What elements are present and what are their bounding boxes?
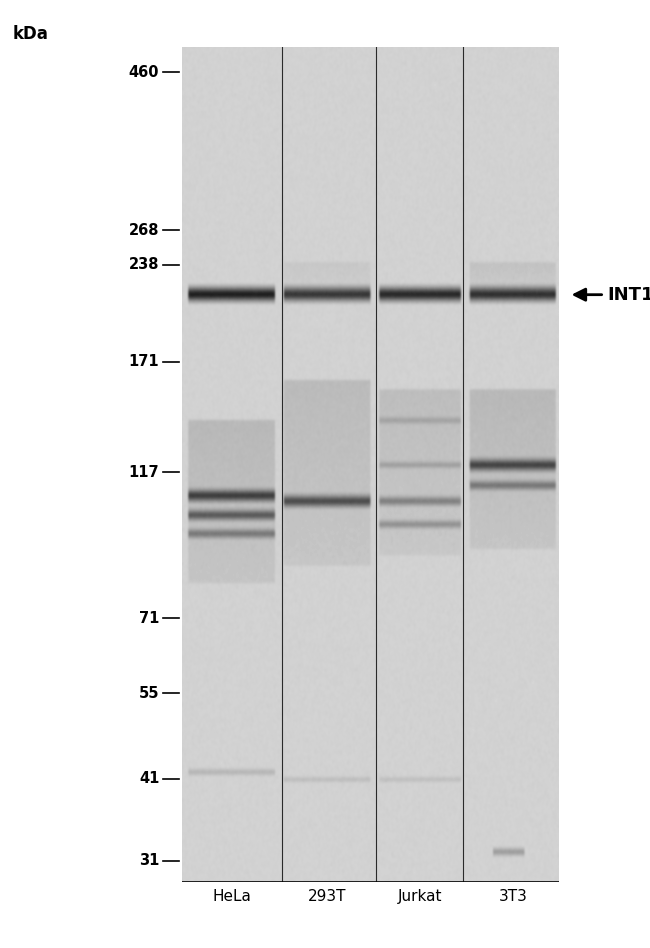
Text: 55: 55 xyxy=(138,685,159,701)
Text: 117: 117 xyxy=(129,465,159,480)
Text: 293T: 293T xyxy=(308,889,346,904)
Text: HeLa: HeLa xyxy=(212,889,251,904)
Text: 3T3: 3T3 xyxy=(499,889,527,904)
Text: 71: 71 xyxy=(139,611,159,626)
Text: Jurkat: Jurkat xyxy=(398,889,443,904)
Text: 268: 268 xyxy=(129,223,159,238)
Text: 171: 171 xyxy=(129,355,159,369)
Text: 31: 31 xyxy=(139,853,159,868)
Text: 41: 41 xyxy=(139,772,159,786)
Text: 238: 238 xyxy=(129,258,159,272)
Text: kDa: kDa xyxy=(13,25,49,43)
Text: INT1: INT1 xyxy=(608,285,650,303)
Text: 460: 460 xyxy=(129,65,159,80)
